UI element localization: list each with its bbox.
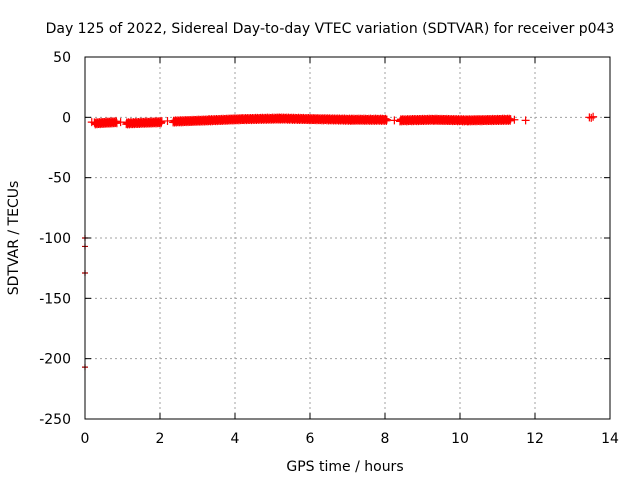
y-tick-label: -150	[39, 291, 71, 307]
data-point	[585, 113, 594, 122]
x-tick-label: 12	[526, 431, 544, 447]
y-tick-label: 50	[53, 50, 71, 66]
x-tick-label: 14	[601, 431, 619, 447]
data-point	[112, 119, 121, 128]
y-tick-label: -250	[39, 412, 71, 428]
y-axis-label: SDTVAR / TECUs	[6, 181, 22, 296]
data-point	[163, 116, 172, 125]
x-axis-label: GPS time / hours	[286, 459, 403, 475]
y-tick-label: -100	[39, 231, 71, 247]
data-point	[382, 115, 391, 124]
axis-ticks: -250 -200 -150 -100 -50 0 50 0 2 4 6 8 10 12 14	[39, 50, 619, 447]
data-point	[521, 116, 530, 125]
x-tick-label: 10	[451, 431, 469, 447]
x-tick-label: 0	[81, 431, 90, 447]
data-point	[510, 115, 519, 124]
x-tick-label: 8	[381, 431, 390, 447]
data-point	[116, 118, 125, 127]
data-points	[82, 112, 598, 371]
x-tick-label: 6	[306, 431, 315, 447]
chart-title: Day 125 of 2022, Sidereal Day-to-day VTE…	[46, 21, 615, 37]
data-point	[589, 112, 598, 121]
data-point	[587, 113, 596, 122]
x-tick-label: 2	[156, 431, 165, 447]
data-point	[390, 116, 399, 125]
data-point	[87, 118, 96, 127]
x-tick-label: 4	[231, 431, 240, 447]
y-tick-label: -50	[48, 171, 71, 187]
y-tick-label: -200	[39, 352, 71, 368]
y-tick-label: 0	[62, 110, 71, 126]
